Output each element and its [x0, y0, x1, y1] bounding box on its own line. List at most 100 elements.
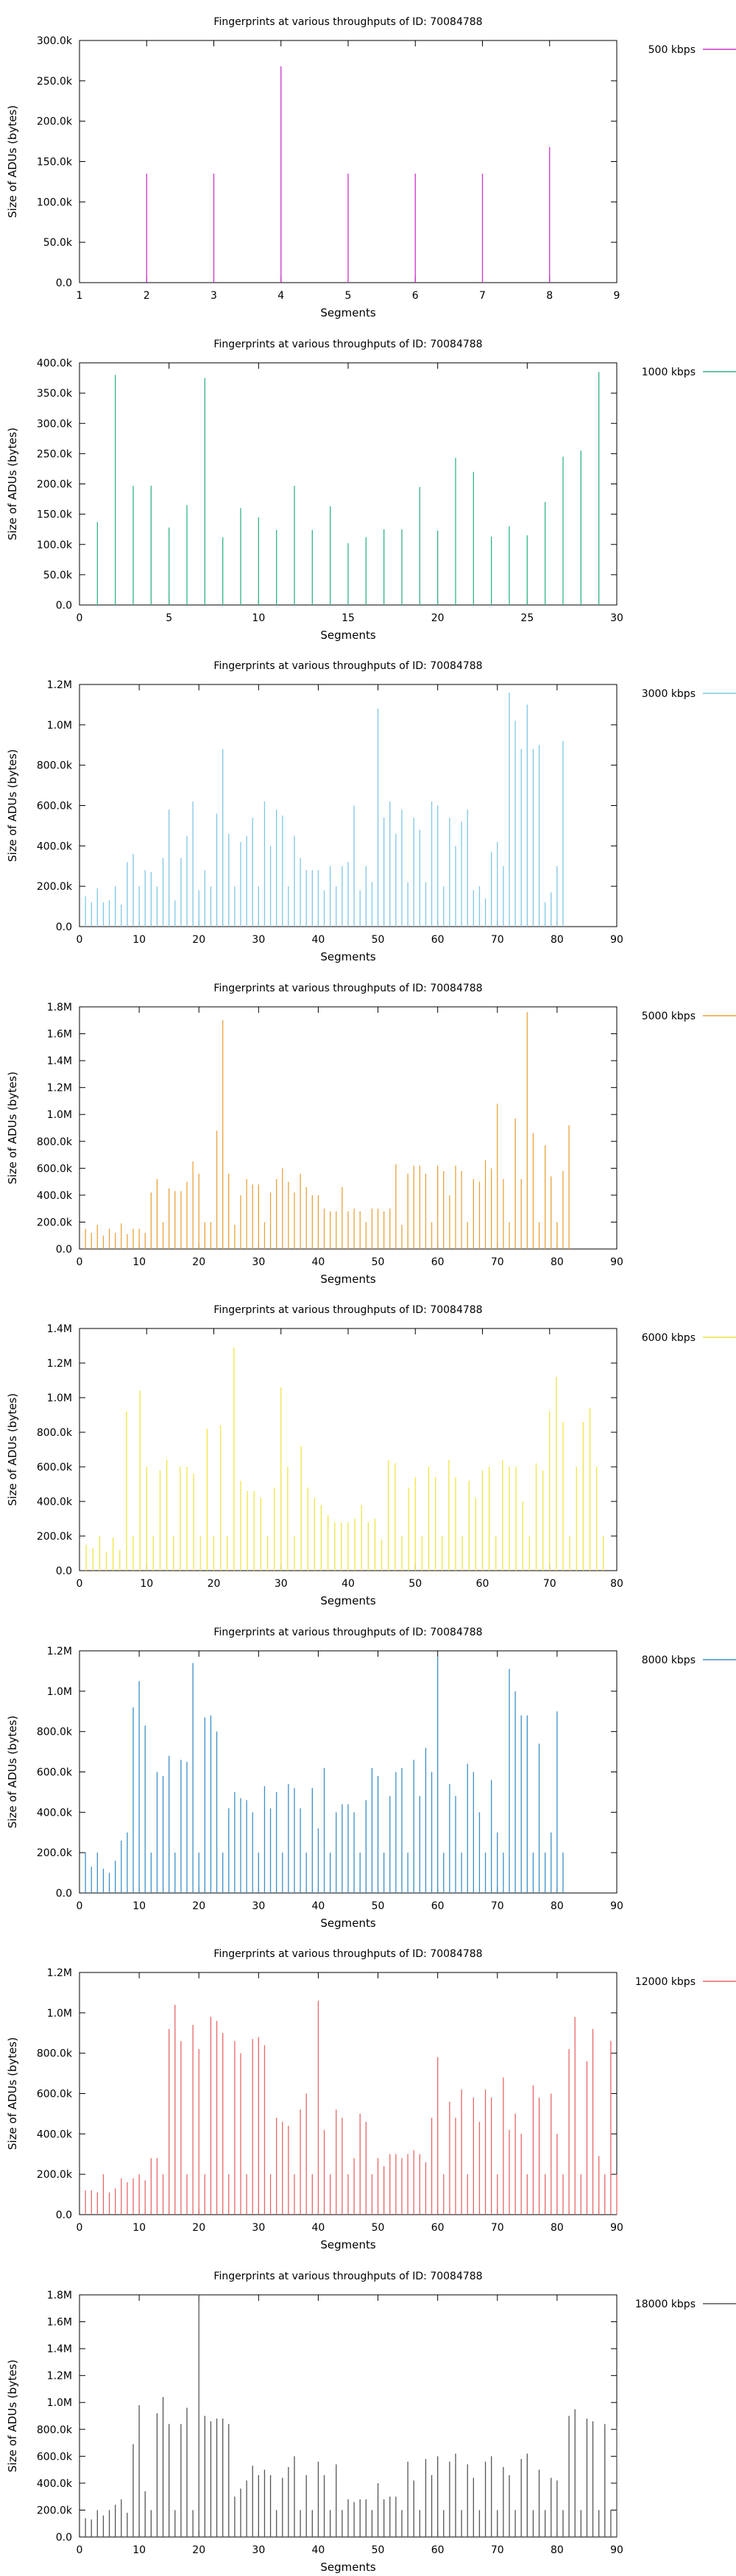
x-tick-label: 7: [479, 290, 486, 302]
y-tick-label: 400.0k: [37, 2477, 73, 2489]
x-tick-label: 70: [543, 1578, 556, 1590]
y-tick-label: 200.0k: [37, 1217, 73, 1228]
y-tick-label: 400.0k: [37, 841, 73, 852]
chart-title: Fingerprints at various throughputs of I…: [213, 1304, 482, 1316]
legend-label: 3000 kbps: [642, 688, 696, 700]
chart-title: Fingerprints at various throughputs of I…: [213, 339, 482, 350]
x-tick-label: 20: [192, 2222, 205, 2234]
x-tick-label: 40: [312, 934, 325, 946]
x-tick-label: 30: [252, 934, 265, 946]
x-tick-label: 80: [551, 934, 564, 946]
chart-svg-8: Fingerprints at various throughputs of I…: [6, 2271, 736, 2574]
legend-label: 5000 kbps: [642, 1011, 696, 1022]
x-tick-label: 70: [491, 1900, 504, 1912]
y-tick-label: 1.8M: [47, 1002, 72, 1013]
y-tick-label: 1.4M: [47, 1323, 72, 1335]
x-tick-label: 30: [275, 1578, 288, 1590]
y-tick-label: 200.0k: [37, 1847, 73, 1859]
x-tick-label: 30: [252, 1900, 265, 1912]
y-axis-label: Size of ADUs (bytes): [6, 427, 19, 539]
chart-title: Fingerprints at various throughputs of I…: [213, 660, 482, 672]
x-tick-label: 20: [192, 2544, 205, 2556]
y-tick-label: 300.0k: [37, 35, 73, 47]
chart-panel-1: Fingerprints at various throughputs of I…: [0, 0, 736, 322]
y-tick-label: 300.0k: [37, 418, 73, 430]
x-tick-label: 0: [77, 2222, 83, 2234]
x-tick-label: 90: [610, 1900, 623, 1912]
y-tick-label: 100.0k: [37, 539, 73, 551]
x-tick-label: 30: [252, 2544, 265, 2556]
chart-panel-5: Fingerprints at various throughputs of I…: [0, 1288, 736, 1610]
y-tick-label: 150.0k: [37, 509, 73, 520]
y-tick-label: 0.0: [56, 921, 72, 933]
x-tick-label: 0: [77, 2544, 83, 2556]
x-tick-label: 5: [345, 290, 352, 302]
x-tick-label: 1: [77, 290, 83, 302]
chart-title: Fingerprints at various throughputs of I…: [213, 983, 482, 994]
x-axis-label: Segments: [320, 1273, 376, 1286]
y-axis-label: Size of ADUs (bytes): [6, 749, 19, 862]
y-tick-label: 50.0k: [43, 569, 73, 581]
x-tick-label: 80: [551, 1256, 564, 1268]
y-tick-label: 1.4M: [47, 2343, 72, 2355]
x-tick-label: 3: [210, 290, 217, 302]
y-tick-label: 600.0k: [37, 2451, 73, 2463]
x-tick-label: 60: [476, 1578, 489, 1590]
y-tick-label: 600.0k: [37, 1766, 73, 1778]
chart-panel-7: Fingerprints at various throughputs of I…: [0, 1932, 736, 2254]
y-tick-label: 1.0M: [47, 2008, 72, 2020]
x-tick-label: 90: [610, 2222, 623, 2234]
x-axis-label: Segments: [320, 1594, 376, 1607]
x-tick-label: 40: [312, 2222, 325, 2234]
chart-svg-6: Fingerprints at various throughputs of I…: [6, 1627, 736, 1930]
legend-label: 12000 kbps: [635, 1976, 696, 1988]
x-tick-label: 50: [372, 2544, 385, 2556]
x-tick-label: 30: [252, 1256, 265, 1268]
x-axis-label: Segments: [320, 306, 376, 319]
y-axis-label: Size of ADUs (bytes): [6, 2037, 19, 2150]
x-tick-label: 40: [312, 1256, 325, 1268]
x-tick-label: 30: [252, 2222, 265, 2234]
y-tick-label: 400.0k: [37, 1496, 73, 1508]
x-tick-label: 90: [610, 934, 623, 946]
y-tick-label: 1.2M: [47, 679, 72, 691]
chart-panel-6: Fingerprints at various throughputs of I…: [0, 1610, 736, 1932]
x-axis-label: Segments: [320, 2561, 376, 2574]
chart-svg-7: Fingerprints at various throughputs of I…: [6, 1948, 736, 2251]
x-axis-label: Segments: [320, 950, 376, 963]
chart-panel-2: Fingerprints at various throughputs of I…: [0, 322, 736, 644]
x-tick-label: 50: [372, 1256, 385, 1268]
x-tick-label: 70: [491, 2222, 504, 2234]
x-tick-label: 60: [431, 2222, 445, 2234]
x-tick-label: 20: [208, 1578, 221, 1590]
x-tick-label: 50: [372, 2222, 385, 2234]
y-tick-label: 50.0k: [43, 237, 73, 249]
x-tick-label: 60: [431, 1256, 445, 1268]
x-tick-label: 8: [546, 290, 553, 302]
y-tick-label: 150.0k: [37, 157, 73, 169]
x-tick-label: 20: [192, 1256, 205, 1268]
x-tick-label: 9: [614, 290, 620, 302]
y-tick-label: 1.2M: [47, 2370, 72, 2382]
y-tick-label: 1.0M: [47, 1393, 72, 1404]
y-tick-label: 1.6M: [47, 1028, 72, 1040]
chart-title: Fingerprints at various throughputs of I…: [213, 16, 482, 28]
y-tick-label: 800.0k: [37, 1427, 73, 1439]
y-tick-label: 200.0k: [37, 2169, 73, 2181]
x-tick-label: 0: [77, 1578, 83, 1590]
x-tick-label: 60: [431, 2544, 445, 2556]
legend-label: 8000 kbps: [642, 1655, 696, 1666]
x-tick-label: 0: [77, 1900, 83, 1912]
y-tick-label: 0.0: [56, 1888, 72, 1900]
y-tick-label: 600.0k: [37, 1462, 73, 1473]
x-tick-label: 2: [144, 290, 150, 302]
y-tick-label: 250.0k: [37, 448, 73, 460]
x-tick-label: 10: [132, 1900, 146, 1912]
y-tick-label: 200.0k: [37, 881, 73, 893]
x-axis-label: Segments: [320, 1917, 376, 1930]
y-tick-label: 350.0k: [37, 388, 73, 400]
y-tick-label: 200.0k: [37, 1531, 73, 1543]
y-tick-label: 200.0k: [37, 2505, 73, 2516]
x-tick-label: 50: [372, 1900, 385, 1912]
